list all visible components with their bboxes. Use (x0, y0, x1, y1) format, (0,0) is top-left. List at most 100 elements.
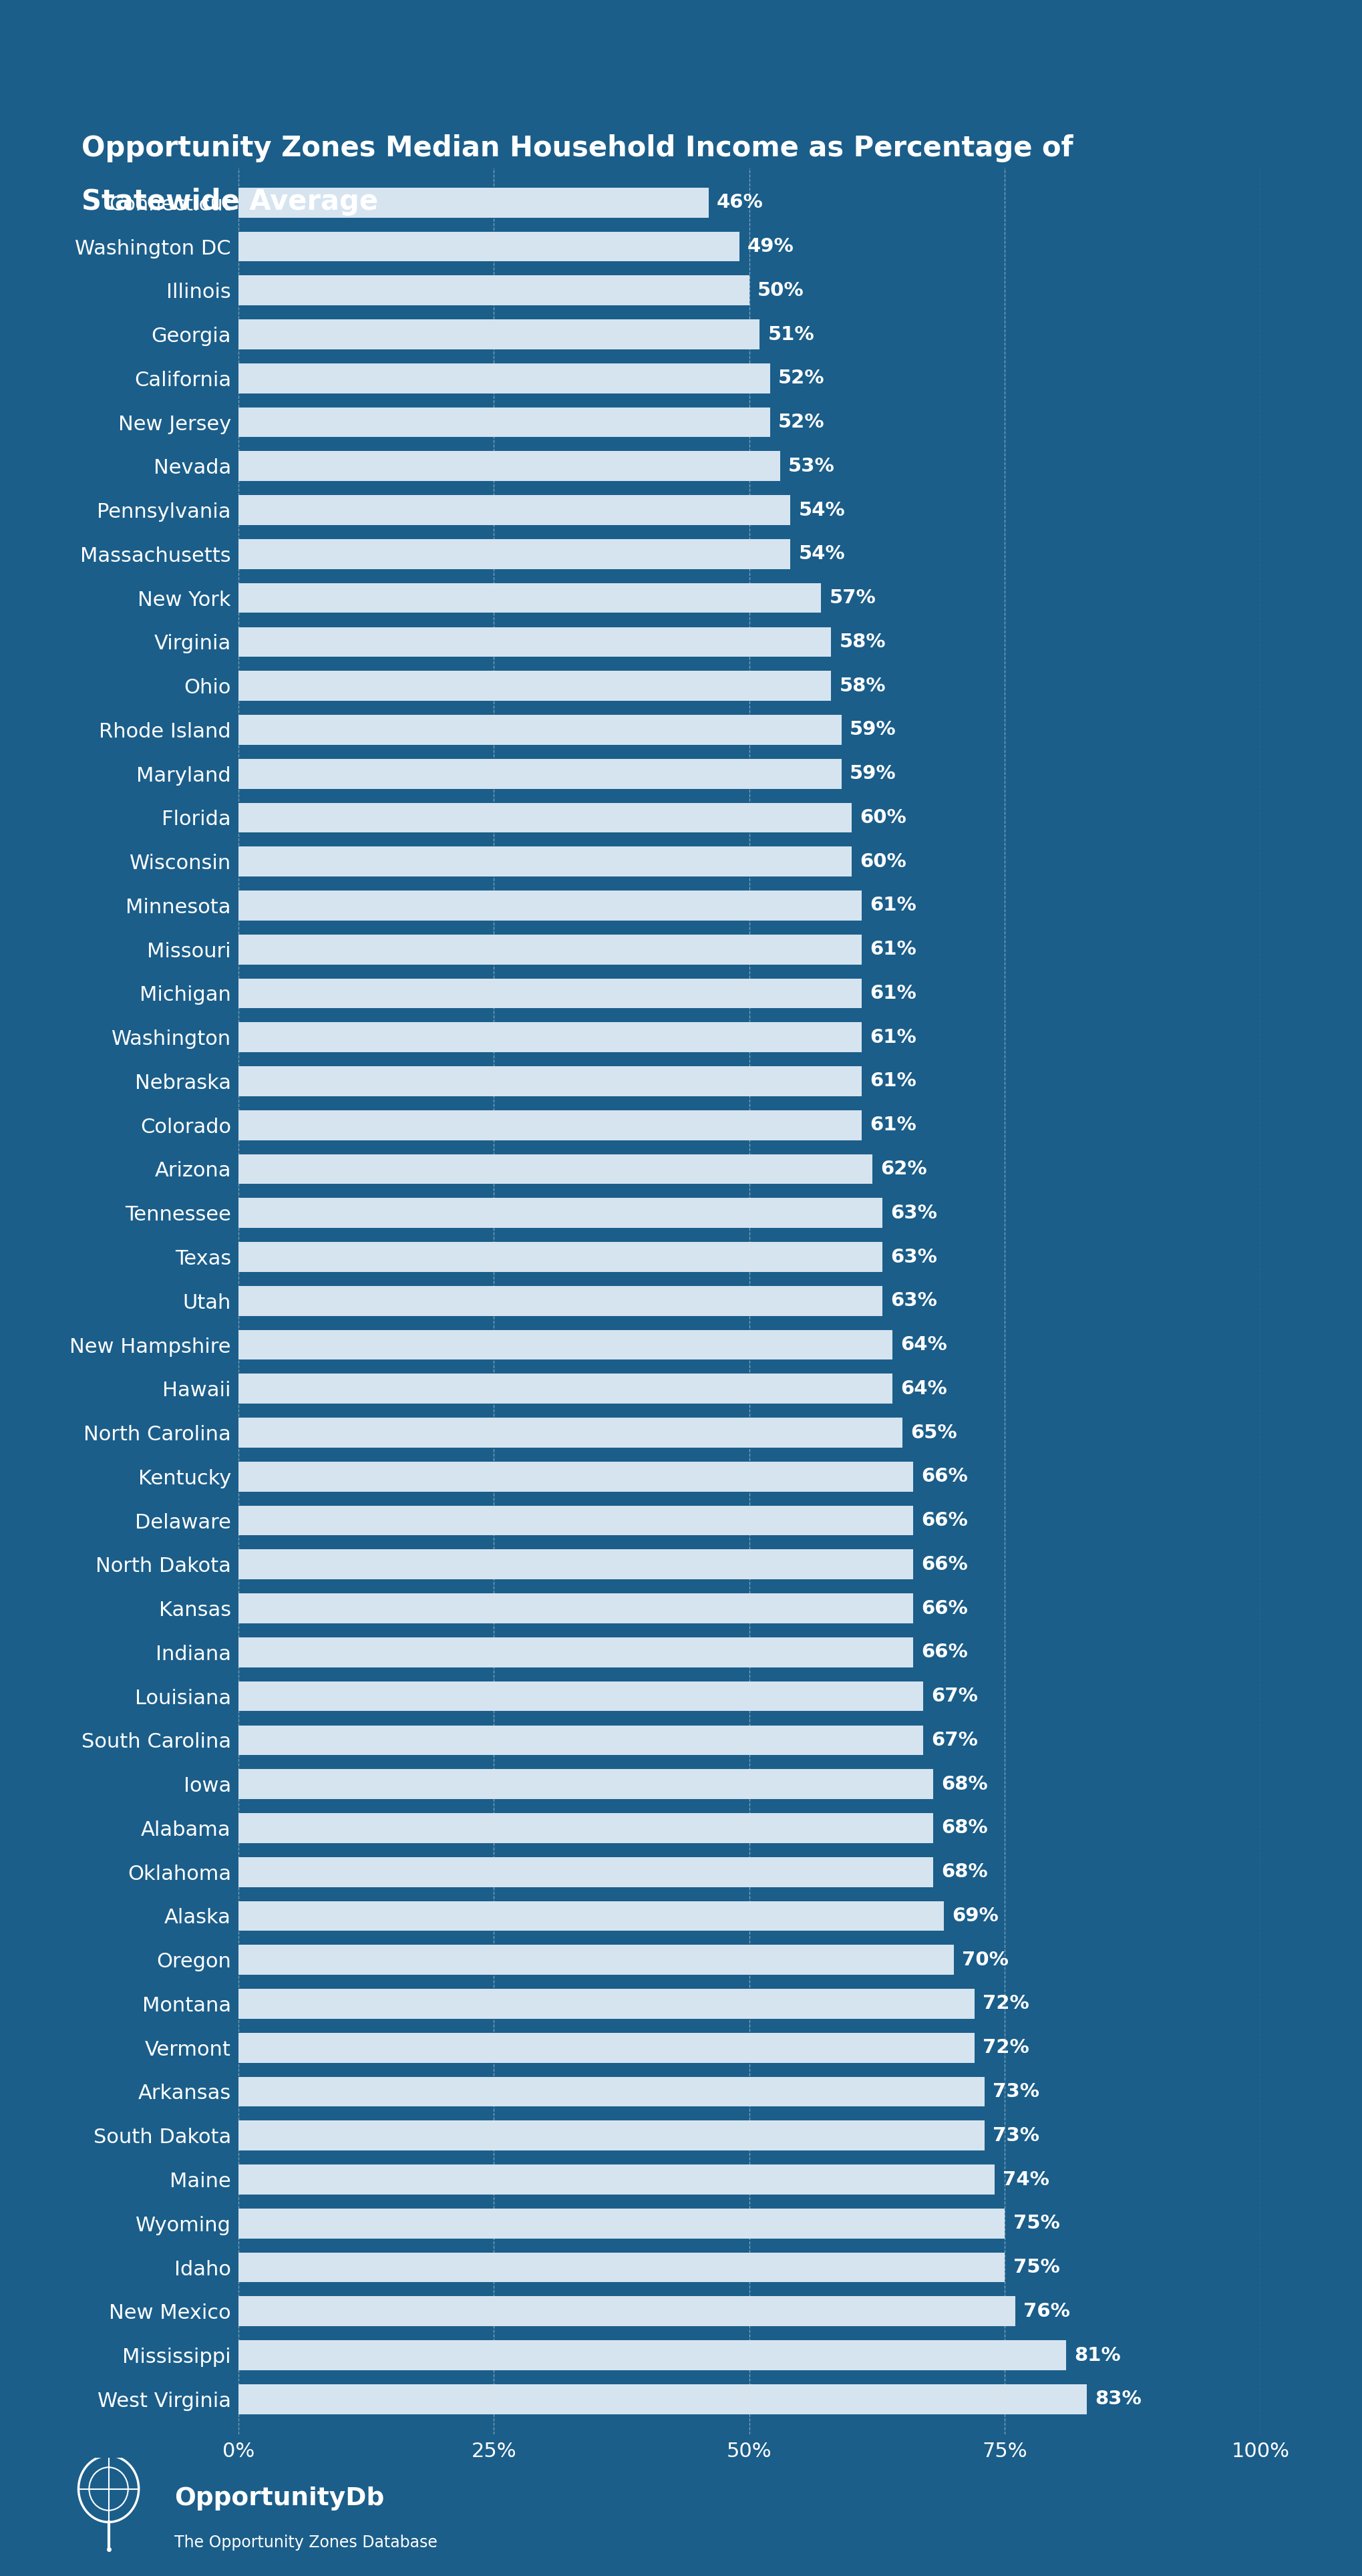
Text: The Opportunity Zones Database: The Opportunity Zones Database (174, 2535, 437, 2550)
Bar (238, 1198, 883, 1229)
Text: 54%: 54% (798, 544, 844, 564)
Text: Opportunity Zones Median Household Income as Percentage of: Opportunity Zones Median Household Incom… (82, 134, 1073, 162)
Bar (238, 363, 770, 394)
Bar (238, 1329, 892, 1360)
Bar (238, 2164, 994, 2195)
Bar (238, 582, 820, 613)
Bar (238, 2295, 1015, 2326)
Bar (238, 1726, 923, 1754)
Text: 60%: 60% (859, 809, 906, 827)
Text: 72%: 72% (982, 1994, 1028, 2012)
Text: 53%: 53% (787, 456, 835, 477)
Bar (238, 276, 749, 307)
Text: 73%: 73% (992, 2081, 1039, 2102)
Text: 68%: 68% (941, 1819, 987, 1837)
Bar (238, 451, 779, 482)
Bar (238, 1154, 872, 1185)
Text: 66%: 66% (921, 1600, 967, 1618)
Bar (238, 1638, 913, 1667)
Bar (238, 1770, 933, 1798)
Text: 63%: 63% (891, 1291, 937, 1311)
Bar (238, 670, 831, 701)
Bar (238, 1242, 883, 1273)
Text: 81%: 81% (1073, 2347, 1121, 2365)
Bar (238, 1110, 861, 1141)
Text: 73%: 73% (992, 2125, 1039, 2146)
Text: 66%: 66% (921, 1468, 967, 1486)
Bar (238, 1857, 933, 1888)
Bar (238, 1814, 933, 1842)
Bar (238, 1682, 923, 1710)
Text: 63%: 63% (891, 1247, 937, 1267)
Bar (238, 2385, 1087, 2414)
Text: 50%: 50% (757, 281, 804, 299)
Bar (238, 319, 760, 350)
Bar (238, 848, 851, 876)
Text: 66%: 66% (921, 1643, 967, 1662)
Text: 83%: 83% (1095, 2391, 1141, 2409)
Bar (238, 495, 790, 526)
Text: 64%: 64% (900, 1334, 947, 1355)
Text: 51%: 51% (768, 325, 814, 343)
Text: 72%: 72% (982, 2038, 1028, 2058)
Text: 67%: 67% (932, 1687, 978, 1705)
Text: 66%: 66% (921, 1556, 967, 1574)
Text: 62%: 62% (880, 1159, 926, 1177)
Bar (238, 935, 861, 963)
Bar (238, 232, 738, 260)
Bar (238, 1417, 902, 1448)
Text: OpportunityDb: OpportunityDb (174, 2486, 384, 2512)
Text: 67%: 67% (932, 1731, 978, 1749)
Text: 70%: 70% (962, 1950, 1008, 1968)
Text: 52%: 52% (778, 412, 824, 433)
Bar (238, 1066, 861, 1097)
Bar (238, 1989, 974, 2020)
Bar (238, 714, 842, 744)
Bar (238, 891, 861, 920)
Text: 68%: 68% (941, 1775, 987, 1793)
Bar (238, 1461, 913, 1492)
Bar (238, 626, 831, 657)
Bar (238, 2208, 1005, 2239)
Bar (238, 804, 851, 832)
Text: 59%: 59% (850, 765, 896, 783)
Text: 74%: 74% (1002, 2169, 1049, 2190)
Text: 64%: 64% (900, 1378, 947, 1399)
Bar (238, 2076, 983, 2107)
Bar (238, 538, 790, 569)
Text: 68%: 68% (941, 1862, 987, 1880)
Bar (238, 1551, 913, 1579)
Text: 49%: 49% (746, 237, 794, 255)
Text: 61%: 61% (869, 1028, 917, 1046)
Text: 61%: 61% (869, 1115, 917, 1133)
Text: 52%: 52% (778, 368, 824, 386)
Text: 61%: 61% (869, 896, 917, 914)
Bar (238, 1595, 913, 1623)
Text: Statewide Average: Statewide Average (82, 188, 379, 216)
Text: 76%: 76% (1023, 2303, 1069, 2321)
Bar (238, 1023, 861, 1051)
Bar (238, 1901, 943, 1932)
Bar (238, 188, 708, 216)
Bar (238, 760, 842, 788)
Text: 65%: 65% (910, 1425, 957, 1443)
Bar (238, 1945, 953, 1976)
Bar (238, 407, 770, 438)
Text: 58%: 58% (839, 634, 885, 652)
Text: 54%: 54% (798, 500, 844, 520)
Text: 61%: 61% (869, 940, 917, 958)
Text: 63%: 63% (891, 1203, 937, 1224)
Text: 69%: 69% (951, 1906, 998, 1924)
Bar (238, 1373, 892, 1404)
Text: 66%: 66% (921, 1512, 967, 1530)
Text: 61%: 61% (869, 984, 917, 1002)
Bar (238, 1504, 913, 1535)
Text: 75%: 75% (1013, 2215, 1060, 2233)
Text: 58%: 58% (839, 677, 885, 696)
Bar (238, 2120, 983, 2151)
Bar (238, 979, 861, 1007)
Text: 61%: 61% (869, 1072, 917, 1090)
Text: 46%: 46% (716, 193, 763, 211)
Text: 60%: 60% (859, 853, 906, 871)
Bar (238, 2032, 974, 2063)
